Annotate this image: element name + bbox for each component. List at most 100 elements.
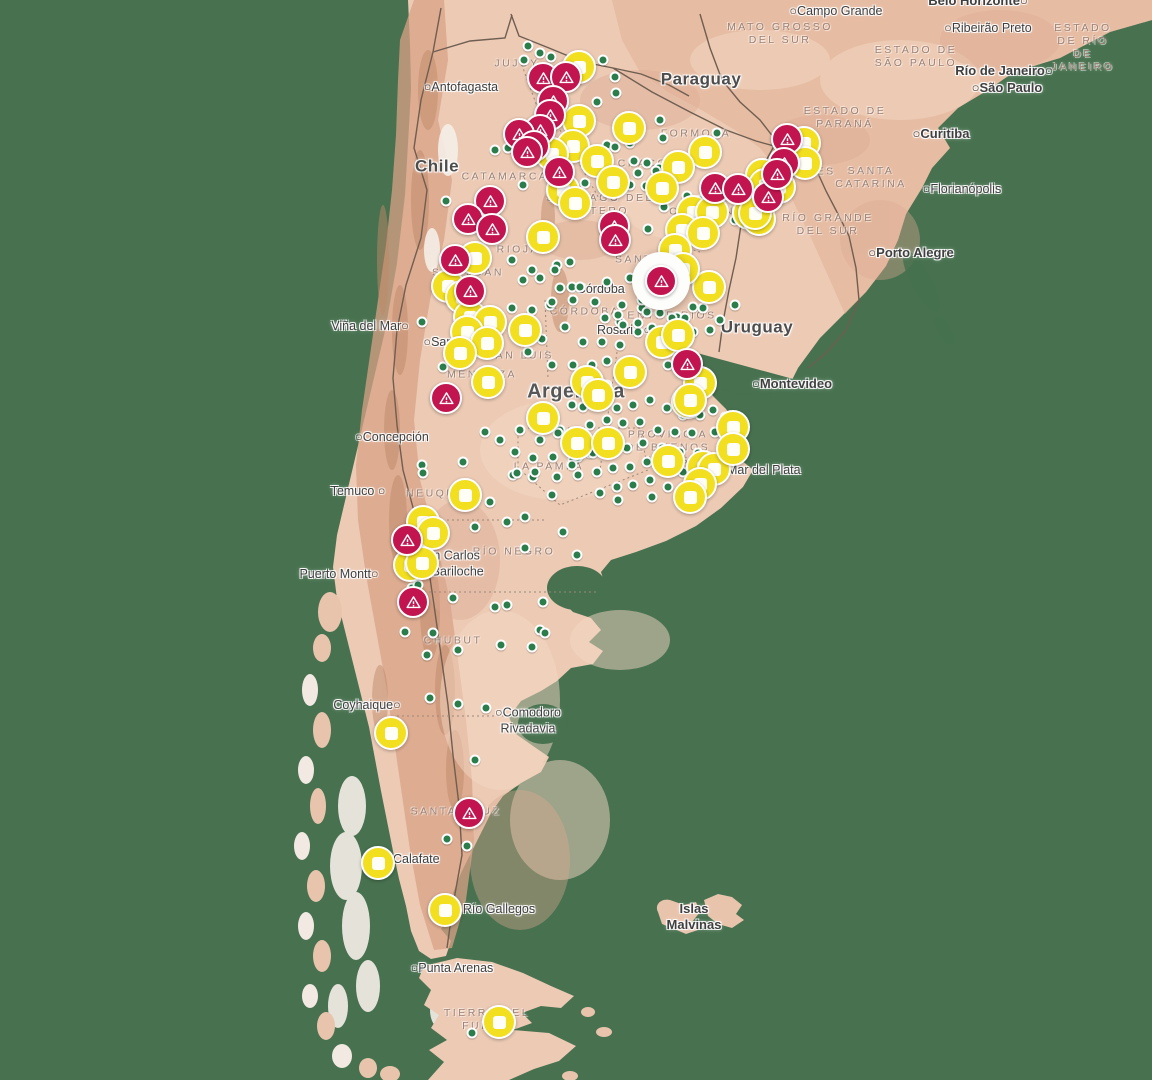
dot-marker[interactable] [549, 264, 561, 276]
dot-marker[interactable] [494, 434, 506, 446]
dot-marker[interactable] [669, 426, 681, 438]
dot-marker[interactable] [466, 1027, 478, 1039]
dot-marker[interactable] [652, 424, 664, 436]
dot-marker[interactable] [427, 627, 439, 639]
dot-marker[interactable] [546, 359, 558, 371]
dot-marker[interactable] [577, 336, 589, 348]
dot-marker[interactable] [632, 167, 644, 179]
dot-marker[interactable] [511, 467, 523, 479]
station-marker[interactable] [613, 355, 647, 389]
dot-marker[interactable] [711, 127, 723, 139]
dot-marker[interactable] [567, 294, 579, 306]
dot-marker[interactable] [729, 299, 741, 311]
dot-marker[interactable] [547, 451, 559, 463]
dot-marker[interactable] [574, 281, 586, 293]
dot-marker[interactable] [461, 840, 473, 852]
dot-marker[interactable] [704, 324, 716, 336]
dot-marker[interactable] [612, 494, 624, 506]
station-marker[interactable] [471, 365, 505, 399]
dot-marker[interactable] [584, 419, 596, 431]
dot-marker[interactable] [509, 446, 521, 458]
dot-marker[interactable] [697, 302, 709, 314]
station-marker[interactable] [482, 1005, 516, 1039]
dot-marker[interactable] [591, 466, 603, 478]
dot-marker[interactable] [628, 155, 640, 167]
dot-marker[interactable] [495, 639, 507, 651]
dot-marker[interactable] [554, 282, 566, 294]
dot-marker[interactable] [646, 491, 658, 503]
dot-marker[interactable] [546, 489, 558, 501]
dot-marker[interactable] [519, 511, 531, 523]
dot-marker[interactable] [534, 272, 546, 284]
dot-marker[interactable] [527, 452, 539, 464]
station-marker[interactable] [686, 216, 720, 250]
dot-marker[interactable] [452, 698, 464, 710]
dot-marker[interactable] [642, 223, 654, 235]
station-marker[interactable] [508, 313, 542, 347]
dot-marker[interactable] [469, 521, 481, 533]
dot-marker[interactable] [566, 399, 578, 411]
dot-marker[interactable] [501, 516, 513, 528]
dot-marker[interactable] [437, 361, 449, 373]
dot-marker[interactable] [506, 302, 518, 314]
dot-marker[interactable] [609, 141, 621, 153]
dot-marker[interactable] [399, 626, 411, 638]
dot-marker[interactable] [440, 195, 452, 207]
dot-marker[interactable] [572, 469, 584, 481]
alert-marker[interactable] [599, 224, 631, 256]
dot-marker[interactable] [417, 467, 429, 479]
dot-marker[interactable] [529, 466, 541, 478]
dot-marker[interactable] [479, 426, 491, 438]
dot-marker[interactable] [514, 424, 526, 436]
dot-marker[interactable] [601, 276, 613, 288]
dot-marker[interactable] [627, 479, 639, 491]
dot-marker[interactable] [601, 414, 613, 426]
dot-marker[interactable] [644, 474, 656, 486]
dot-marker[interactable] [517, 274, 529, 286]
station-marker[interactable] [651, 444, 685, 478]
dot-marker[interactable] [519, 542, 531, 554]
alert-marker[interactable] [671, 348, 703, 380]
dot-marker[interactable] [614, 339, 626, 351]
station-marker[interactable] [673, 383, 707, 417]
station-marker[interactable] [448, 478, 482, 512]
station-marker[interactable] [526, 401, 560, 435]
station-marker[interactable] [716, 432, 750, 466]
dot-marker[interactable] [686, 427, 698, 439]
dot-marker[interactable] [599, 312, 611, 324]
alert-marker[interactable] [454, 275, 486, 307]
dot-marker[interactable] [610, 87, 622, 99]
station-marker[interactable] [374, 716, 408, 750]
dot-marker[interactable] [634, 416, 646, 428]
alert-marker[interactable] [430, 382, 462, 414]
station-marker[interactable] [596, 165, 630, 199]
dot-marker[interactable] [714, 314, 726, 326]
dot-marker[interactable] [551, 471, 563, 483]
dot-marker[interactable] [469, 754, 481, 766]
dot-marker[interactable] [526, 641, 538, 653]
alert-marker[interactable] [543, 156, 575, 188]
station-marker[interactable] [558, 186, 592, 220]
dot-marker[interactable] [526, 264, 538, 276]
dot-marker[interactable] [662, 481, 674, 493]
station-marker[interactable] [591, 426, 625, 460]
dot-marker[interactable] [594, 487, 606, 499]
dot-marker[interactable] [654, 114, 666, 126]
dot-marker[interactable] [657, 132, 669, 144]
dot-marker[interactable] [506, 254, 518, 266]
dot-marker[interactable] [424, 692, 436, 704]
alert-marker[interactable] [439, 244, 471, 276]
dot-marker[interactable] [489, 144, 501, 156]
dot-marker[interactable] [567, 359, 579, 371]
dot-marker[interactable] [632, 317, 644, 329]
dot-marker[interactable] [589, 296, 601, 308]
dot-marker[interactable] [501, 599, 513, 611]
dot-marker[interactable] [539, 627, 551, 639]
station-marker[interactable] [581, 378, 615, 412]
dot-marker[interactable] [597, 54, 609, 66]
dot-marker[interactable] [484, 496, 496, 508]
dot-marker[interactable] [601, 355, 613, 367]
alert-marker[interactable] [511, 136, 543, 168]
alert-marker[interactable] [761, 158, 793, 190]
station-marker[interactable] [692, 270, 726, 304]
